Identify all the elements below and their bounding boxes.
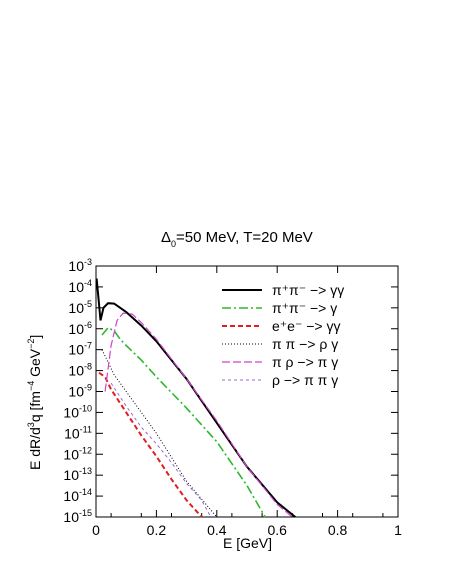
legend-label: π⁺π⁻ −> γ [272, 300, 337, 316]
y-tick-label: 10-3 [68, 257, 92, 274]
x-tick-label: 0.8 [328, 522, 348, 538]
svg-text:E [GeV]: E [GeV] [223, 535, 272, 551]
x-tick-label: 0.4 [207, 522, 227, 538]
y-tick-label: 10-15 [63, 508, 92, 525]
x-tick-label: 1 [394, 522, 402, 538]
y-tick-label: 10-8 [68, 362, 92, 379]
x-tick-label: 0.2 [147, 522, 167, 538]
legend-label: π⁺π⁻ −> γγ [272, 282, 344, 298]
x-tick-label: 0.6 [267, 522, 287, 538]
y-axis-title: E dR/d3q [fm−4 GeV−2] [26, 335, 43, 470]
chart-title: Δ0=50 MeV, T=20 MeV [161, 229, 313, 249]
y-tick-label: 10-12 [63, 445, 92, 462]
svg-text:E dR/d3q [fm−4 GeV−2]: E dR/d3q [fm−4 GeV−2] [26, 335, 43, 470]
x-tick-label: 0 [92, 522, 100, 538]
legend-label: ρ −> π π γ [272, 372, 338, 388]
x-axis-title: E [GeV] [223, 535, 272, 551]
series-line-2 [101, 326, 266, 518]
legend-label: e⁺e⁻ −> γγ [272, 318, 340, 334]
y-tick-label: 10-5 [68, 299, 92, 316]
series-line-6 [110, 382, 212, 518]
svg-text:Δ0=50 MeV, T=20 MeV: Δ0=50 MeV, T=20 MeV [161, 229, 313, 249]
plot-frame [95, 265, 399, 518]
series-line-1 [95, 278, 296, 518]
series-lines [95, 278, 296, 518]
y-tick-label: 10-7 [68, 341, 92, 358]
y-tick-label: 10-6 [68, 320, 92, 337]
y-tick-label: 10-9 [68, 383, 92, 400]
legend-label: π ρ −> π γ [272, 354, 338, 370]
legend-label: π π −> ρ γ [272, 336, 338, 352]
y-tick-label: 10-10 [63, 403, 92, 420]
axes: 0 0.2 0.4 0.6 0.8 1 10-3 10-4 10-5 10-6 10-7 10-8 10… [63, 257, 402, 538]
series-line-4 [101, 349, 218, 518]
legend: π⁺π⁻ −> γγ π⁺π⁻ −> γ e⁺e⁻ −> γγ π π −> ρ γ π… [222, 282, 344, 388]
y-tick-label: 10-4 [68, 278, 92, 295]
y-tick-label: 10-11 [64, 424, 92, 441]
series-line-5 [104, 312, 293, 518]
y-tick-label: 10-14 [63, 487, 92, 504]
y-tick-label: 10-13 [63, 466, 92, 483]
series-line-3 [98, 371, 203, 518]
